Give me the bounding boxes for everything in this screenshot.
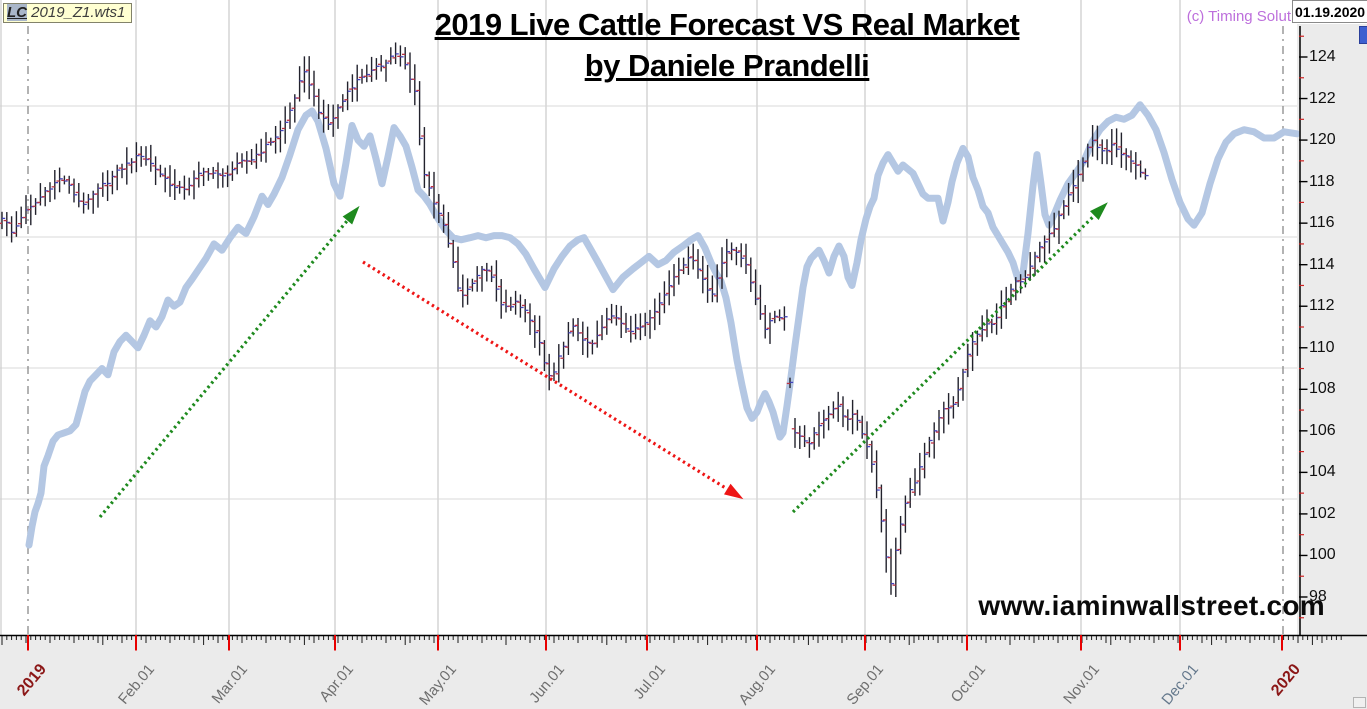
price-axis-label: 98	[1309, 587, 1327, 605]
date-axis-panel[interactable]	[0, 636, 1367, 709]
trend-down-arrow	[723, 483, 744, 500]
price-axis-label: 116	[1309, 214, 1335, 232]
trend-up-arrow-2	[1089, 202, 1108, 220]
instrument-tab[interactable]: LC 2019_Z1.wts1	[3, 3, 133, 23]
price-axis-label: 118	[1309, 172, 1335, 190]
chart-title-line1: 2019 Live Cattle Forecast VS Real Market	[434, 7, 1020, 42]
cursor-date-readout: 01.19.2020 S	[1292, 0, 1367, 23]
price-axis-label: 106	[1309, 421, 1336, 439]
resize-grip[interactable]	[1353, 697, 1366, 708]
price-axis-label: 102	[1309, 504, 1336, 522]
trend-up-arrow-1	[342, 205, 360, 225]
price-axis-label: 110	[1309, 338, 1335, 356]
price-axis-label: 104	[1309, 463, 1336, 481]
price-axis-label: 108	[1309, 380, 1336, 398]
watermark-text: www.iaminwallstreet.com	[978, 590, 1325, 621]
price-axis-label: 120	[1309, 131, 1336, 149]
price-axis-label: 122	[1309, 89, 1336, 107]
price-axis-label: 112	[1309, 297, 1335, 315]
scrollbar-thumb[interactable]	[1359, 26, 1367, 44]
price-axis-label: 100	[1309, 546, 1336, 564]
chart-title-line2: by Daniele Prandelli	[584, 48, 870, 83]
worksheet-file-name: 2019_Z1.wts1	[27, 4, 126, 21]
price-axis-label: 124	[1309, 48, 1336, 65]
price-axis-label: 114	[1309, 255, 1335, 273]
chart-title: 2019 Live Cattle Forecast VS Real Market…	[187, 4, 1267, 86]
instrument-symbol: LC	[7, 4, 27, 21]
timing-solution-copyright: (c) Timing Solut	[1186, 8, 1291, 25]
price-axis-panel[interactable]	[1297, 24, 1367, 709]
